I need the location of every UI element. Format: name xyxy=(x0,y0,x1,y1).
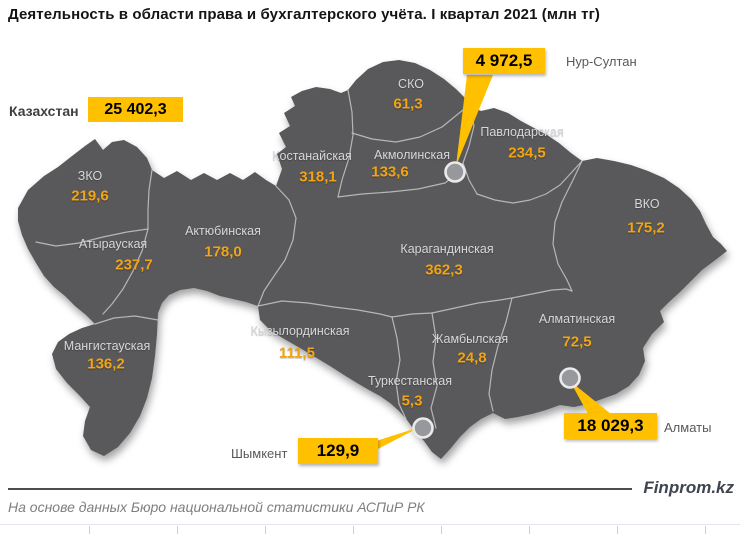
region-value-zko: 219,6 xyxy=(71,187,109,205)
callout-value-nur-sultan: 4 972,5 xyxy=(463,48,545,74)
region-borders xyxy=(35,89,583,429)
region-value-atyrau: 237,7 xyxy=(115,256,153,274)
country-silhouette xyxy=(18,60,727,459)
country-label: Казахстан xyxy=(9,103,79,119)
country-total-badge: 25 402,3 xyxy=(88,97,183,122)
region-value-vko: 175,2 xyxy=(627,219,665,237)
region-name-aktobe: Актюбинская xyxy=(185,224,261,238)
callout-pointer-nur-sultan xyxy=(456,75,493,166)
region-name-mangystau: Мангистауская xyxy=(63,339,151,353)
region-value-zhambyl: 24,8 xyxy=(457,349,487,367)
region-name-turkestan: Туркестанская xyxy=(368,374,452,388)
region-name-zhambyl: Жамбылская xyxy=(431,332,509,346)
region-value-kostanay: 318,1 xyxy=(299,168,337,186)
region-name-vko: ВКО xyxy=(634,197,660,211)
region-name-zko: ЗКО xyxy=(77,169,103,183)
page-title: Деятельность в области права и бухгалтер… xyxy=(8,6,601,23)
ruler-tick xyxy=(617,526,618,534)
callout-pointers xyxy=(376,75,611,450)
region-name-pavlodar: Павлодарская xyxy=(480,125,564,139)
callout-value-shymkent: 129,9 xyxy=(298,438,378,464)
ruler-tick xyxy=(353,526,354,534)
city-label-nur-sultan: Нур-Султан xyxy=(566,54,637,69)
brand-logo: Finprom.kz xyxy=(643,478,734,497)
region-value-turkestan: 5,3 xyxy=(401,392,423,410)
region-value-aktobe: 178,0 xyxy=(204,243,242,261)
source-note: На основе данных Бюро национальной стати… xyxy=(8,499,425,515)
region-name-kostanay: Костанайская xyxy=(272,149,352,163)
region-value-akmola: 133,6 xyxy=(371,163,409,181)
callout-pointer-almaty xyxy=(570,381,611,414)
region-name-almaty-obl: Алматинская xyxy=(538,312,616,326)
ruler-tick xyxy=(705,526,706,534)
region-value-kyzylorda: 111,5 xyxy=(279,344,315,362)
bottom-ruler xyxy=(0,524,740,534)
region-value-sko: 61,3 xyxy=(393,95,423,113)
ruler-tick xyxy=(89,526,90,534)
region-value-mangystau: 136,2 xyxy=(87,355,125,373)
footer-divider xyxy=(8,488,632,490)
callout-value-almaty: 18 029,3 xyxy=(564,413,657,439)
region-value-almaty-obl: 72,5 xyxy=(562,333,592,351)
city-marker-shymkent xyxy=(412,417,434,439)
region-name-kyzylorda: Кызылординская xyxy=(250,324,350,338)
ruler-tick xyxy=(529,526,530,534)
ruler-tick xyxy=(441,526,442,534)
region-name-akmola: Акмолинская xyxy=(374,148,450,162)
region-name-sko: СКО xyxy=(398,77,424,91)
city-marker-almaty xyxy=(559,367,581,389)
region-value-karaganda: 362,3 xyxy=(425,261,463,279)
callout-pointer-shymkent xyxy=(376,427,420,450)
city-label-shymkent: Шымкент xyxy=(231,446,288,461)
ruler-tick xyxy=(177,526,178,534)
city-marker-nur-sultan xyxy=(444,161,466,183)
ruler-tick xyxy=(265,526,266,534)
region-value-pavlodar: 234,5 xyxy=(508,144,546,162)
city-markers xyxy=(412,161,581,439)
city-label-almaty: Алматы xyxy=(664,420,712,435)
region-name-atyrau: Атырауская xyxy=(78,237,148,251)
region-name-karaganda: Карагандинская xyxy=(400,242,494,256)
